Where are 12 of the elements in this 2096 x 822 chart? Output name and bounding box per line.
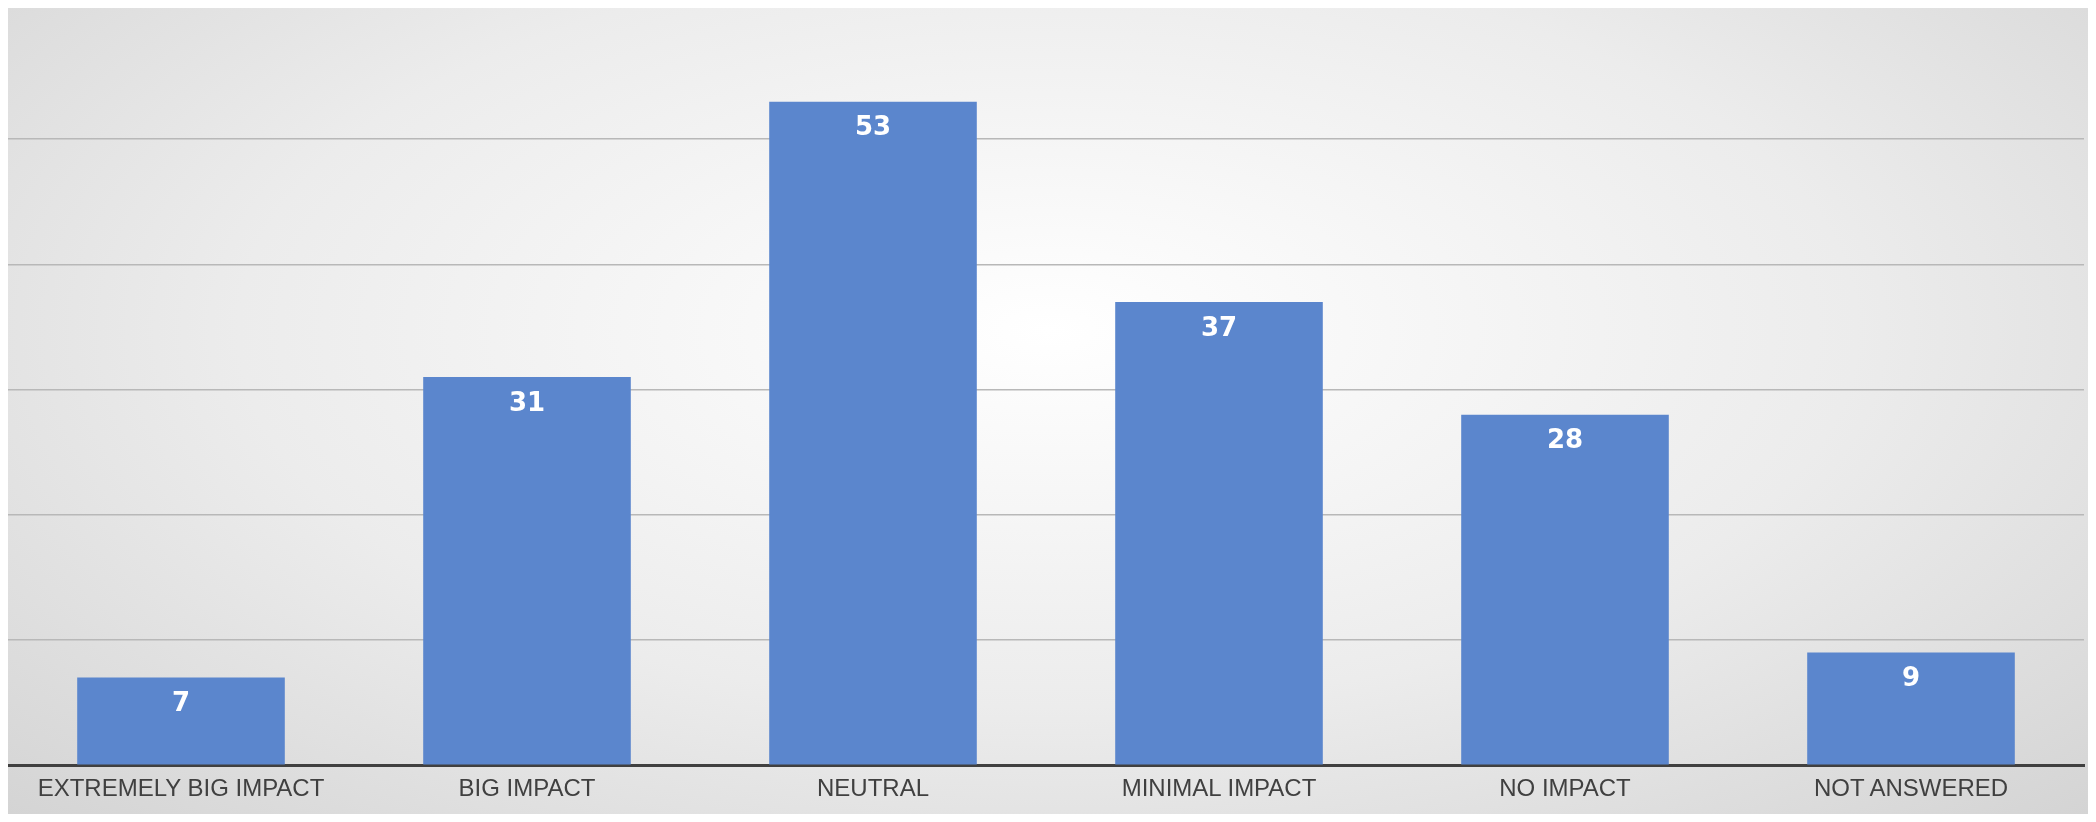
x-tick-label: MINIMAL IMPACT: [1121, 774, 1317, 802]
x-tick-label: EXTREMELY BIG IMPACT: [37, 774, 325, 802]
data-label: 53: [854, 111, 892, 142]
data-label: 7: [171, 687, 191, 718]
data-label: 37: [1200, 311, 1238, 342]
x-tick-label: NOT ANSWERED: [1813, 774, 2009, 802]
data-label: 9: [1901, 662, 1921, 693]
data-label: 28: [1546, 424, 1584, 455]
x-tick-label: BIG IMPACT: [458, 774, 596, 802]
x-tick-label: NO IMPACT: [1499, 774, 1632, 802]
data-label: 31: [508, 386, 546, 417]
x-tick-label: NEUTRAL: [816, 774, 930, 802]
